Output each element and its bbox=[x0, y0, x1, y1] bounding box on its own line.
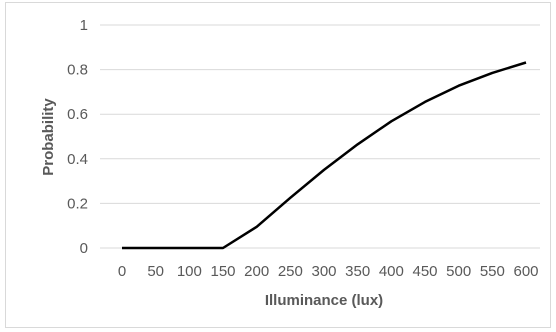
gridlines bbox=[100, 24, 540, 249]
y-tick-labels: 0 0.2 0.4 0.6 0.8 1 bbox=[67, 17, 88, 257]
y-axis-title: Probability bbox=[40, 98, 57, 176]
x-tick-label: 100 bbox=[177, 263, 202, 280]
y-tick-label: 0.8 bbox=[67, 62, 88, 79]
y-tick-label: 1 bbox=[80, 17, 88, 34]
x-axis-title: Illuminance (lux) bbox=[265, 292, 383, 309]
x-tick-label: 500 bbox=[446, 263, 471, 280]
x-tick-label: 250 bbox=[278, 263, 303, 280]
x-tick-label: 150 bbox=[210, 263, 235, 280]
x-tick-label: 550 bbox=[480, 263, 505, 280]
x-tick-label: 0 bbox=[118, 263, 126, 280]
y-tick-label: 0 bbox=[80, 240, 88, 257]
series-line bbox=[122, 61, 527, 250]
x-tick-label: 50 bbox=[147, 263, 164, 280]
x-tick-label: 400 bbox=[379, 263, 404, 280]
y-tick-label: 0.6 bbox=[67, 106, 88, 123]
y-tick-label: 0.4 bbox=[67, 151, 88, 168]
x-tick-label: 450 bbox=[412, 263, 437, 280]
y-tick-label: 0.2 bbox=[67, 195, 88, 212]
x-tick-label: 200 bbox=[244, 263, 269, 280]
x-tick-label: 300 bbox=[311, 263, 336, 280]
x-tick-label: 600 bbox=[513, 263, 538, 280]
chart-frame bbox=[5, 2, 551, 328]
x-tick-labels: 0 50 100 150 200 250 300 350 400 450 500 550 600 bbox=[118, 263, 539, 280]
x-tick-label: 350 bbox=[345, 263, 370, 280]
